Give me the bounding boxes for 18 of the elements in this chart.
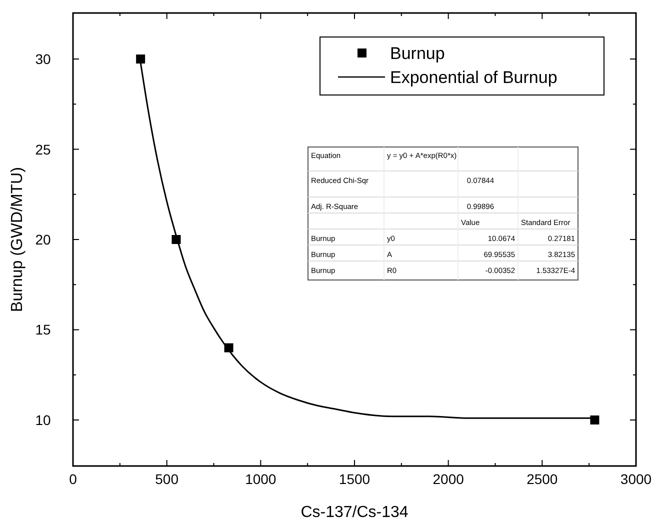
x-tick-label: 1500	[338, 471, 370, 487]
point	[136, 54, 146, 64]
x-tick-label: 500	[155, 471, 179, 487]
y-tick-label: 10	[35, 412, 51, 428]
legend-label: Exponential of Burnup	[390, 68, 558, 87]
x-tick-label: 0	[69, 471, 78, 487]
x-tick-label: 2500	[526, 471, 558, 487]
y-axis-title: Burnup (GWD/MTU)	[9, 167, 26, 312]
x-tick-label: 1000	[245, 471, 276, 487]
x-axis-title: Cs-137/Cs-134	[300, 504, 408, 521]
y-tick-label: 20	[35, 232, 51, 248]
y-tick-label: 30	[35, 51, 51, 68]
point	[590, 415, 600, 424]
legend-label: Burnup	[390, 44, 445, 63]
x-tick-label: 2000	[432, 471, 464, 487]
x-tick-label: 3000	[620, 471, 652, 487]
y-tick-label: 25	[35, 141, 51, 158]
y-tick-label: 15	[35, 322, 51, 338]
